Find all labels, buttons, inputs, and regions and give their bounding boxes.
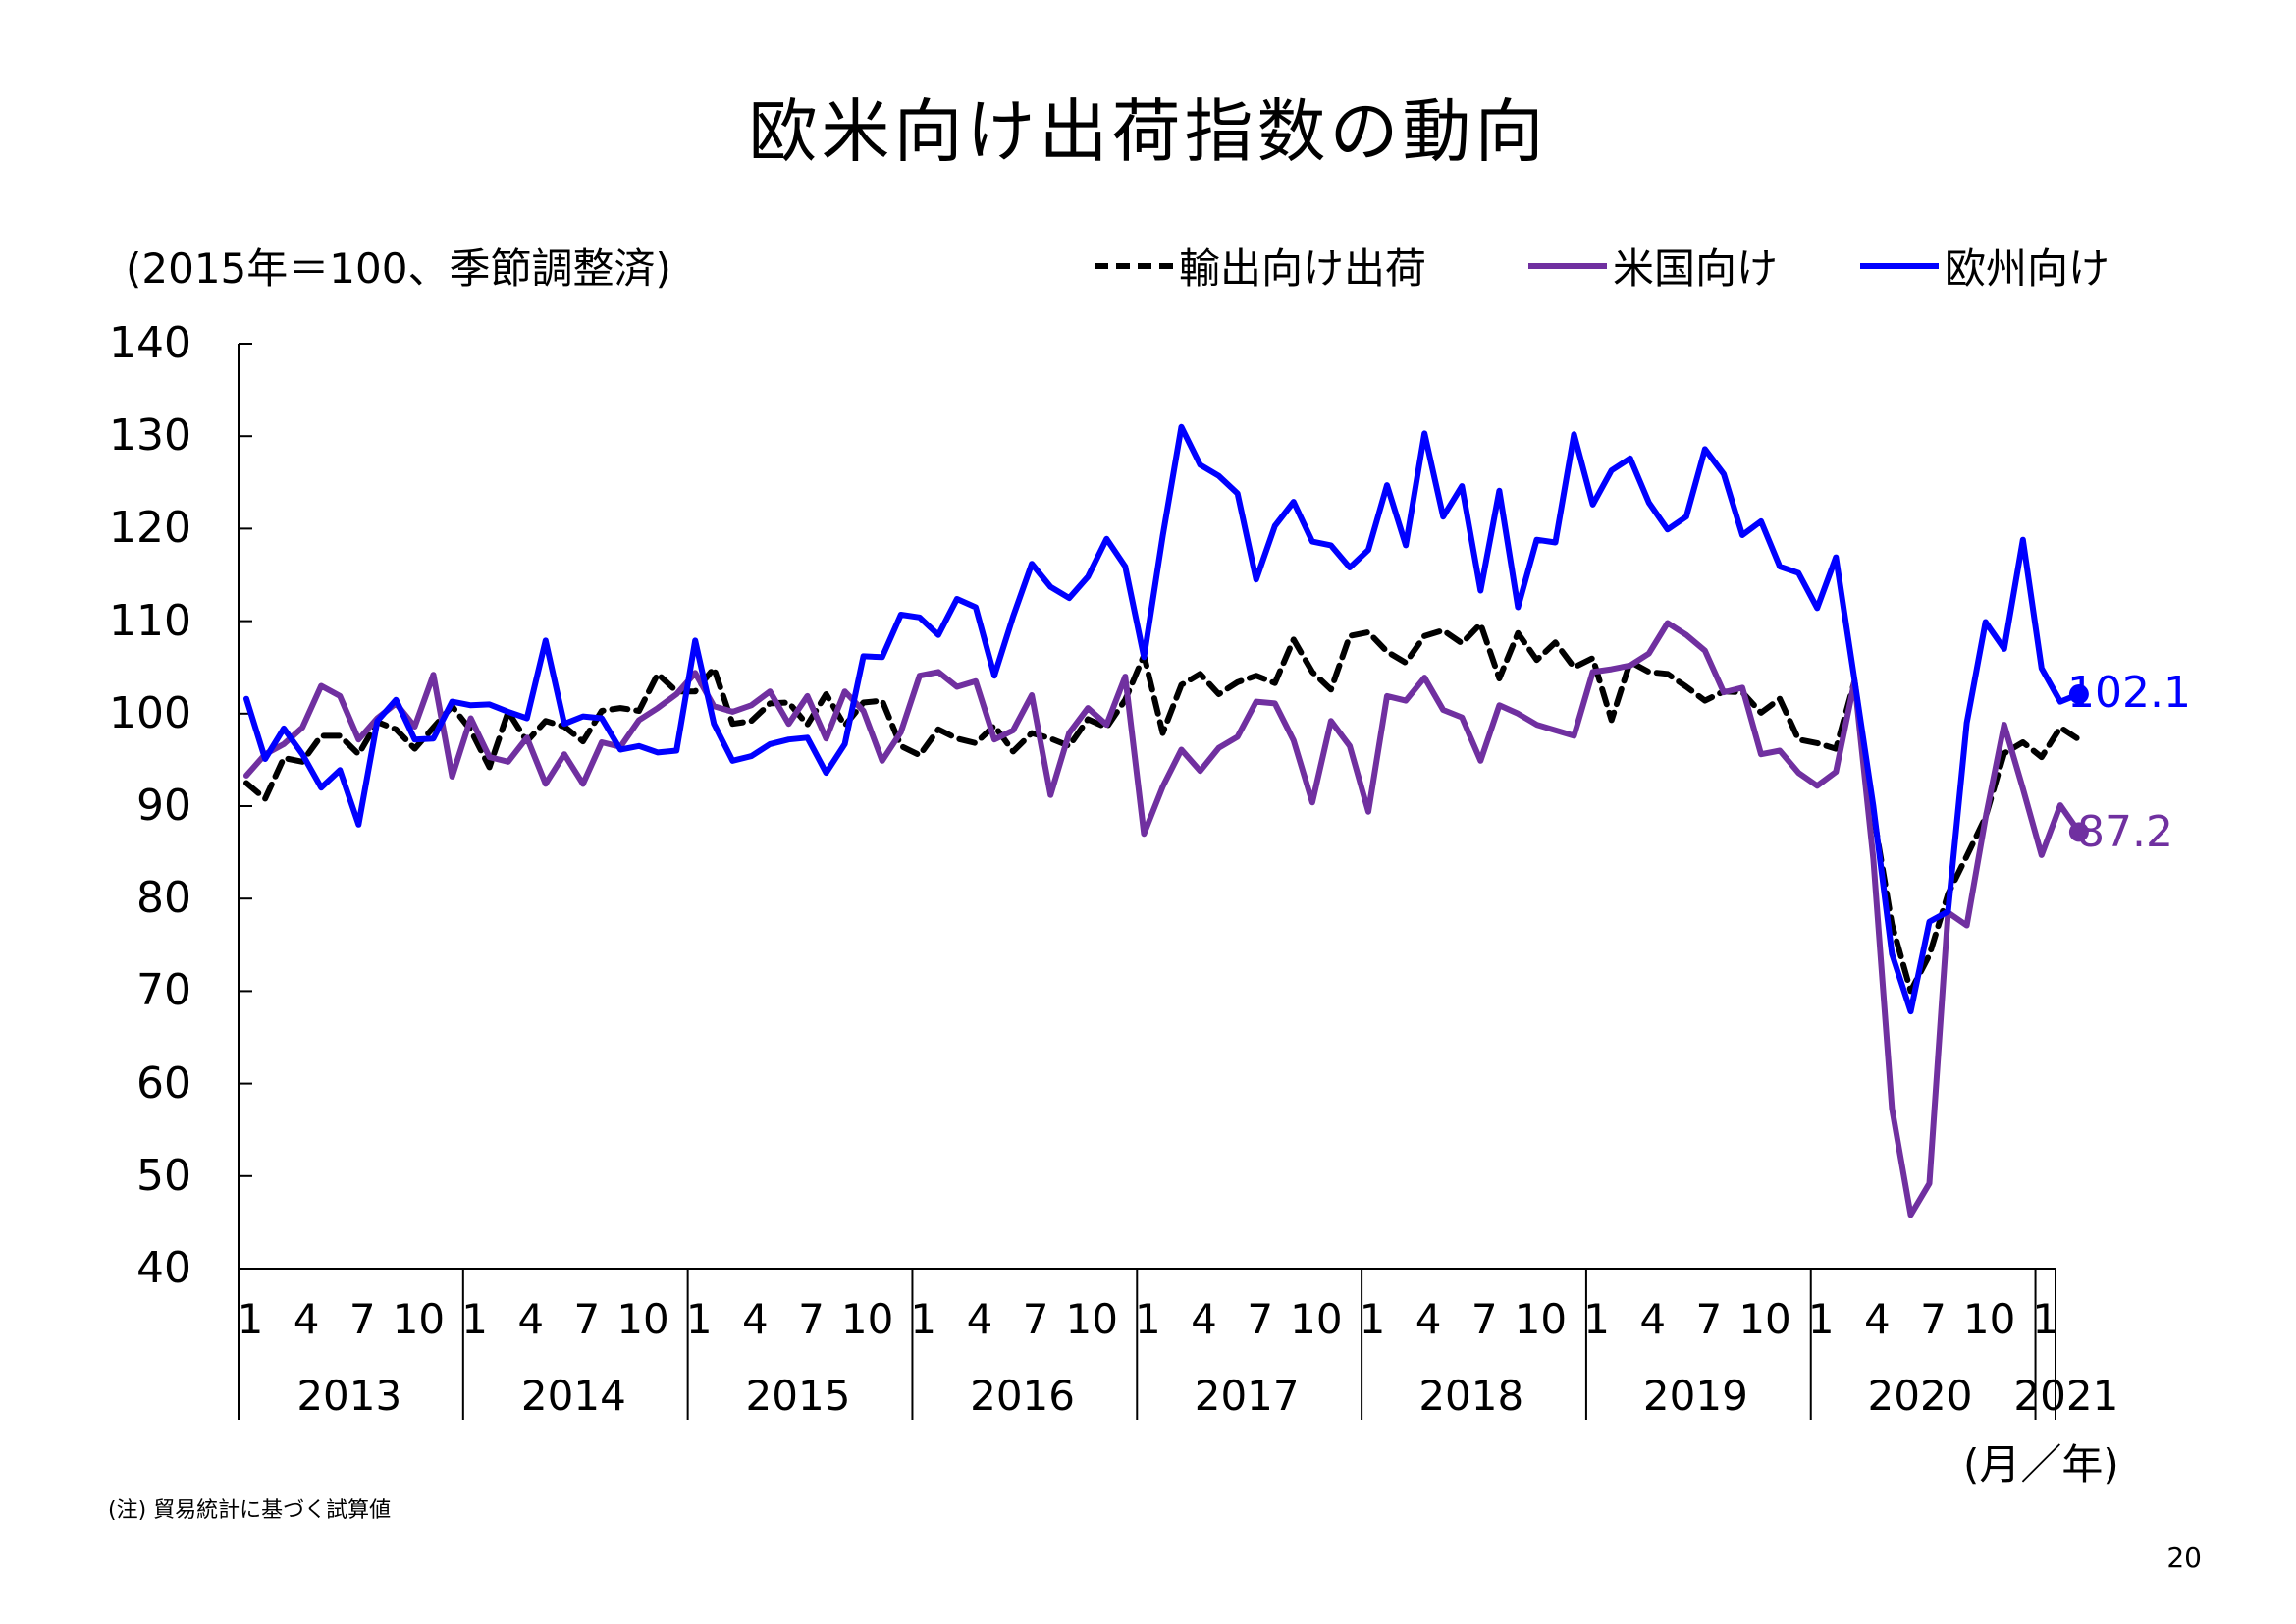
x-year-label: 2017 [1194, 1372, 1300, 1420]
y-tick-label: 90 [136, 781, 191, 831]
x-month-label: 1 [685, 1295, 713, 1343]
x-month-label: 4 [1415, 1295, 1442, 1343]
x-month-label: 4 [1863, 1295, 1891, 1343]
series-line-us [243, 620, 2082, 1218]
x-month-label: 7 [573, 1295, 601, 1343]
x-month-label: 7 [1022, 1295, 1049, 1343]
europe-latest-point [2068, 684, 2089, 705]
x-year-label: 2020 [1867, 1372, 1973, 1420]
legend-swatch-blue [1860, 262, 1939, 269]
x-month-label: 7 [1695, 1295, 1723, 1343]
x-month-label: 7 [348, 1295, 376, 1343]
x-month-label: 4 [1191, 1295, 1217, 1343]
x-year-label: 2019 [1642, 1372, 1748, 1420]
legend-label: 米国向け [1613, 244, 1779, 293]
page-number: 20 [2166, 1542, 2202, 1574]
x-month-label: 10 [840, 1295, 894, 1343]
x-month-label: 7 [1247, 1295, 1274, 1343]
legend-item-europe: 欧州向け [1860, 236, 2109, 296]
x-month-label: 1 [237, 1295, 264, 1343]
y-tick-label: 40 [136, 1243, 191, 1293]
legend-label: 輸出向け出荷 [1179, 244, 1427, 293]
series-line-europe [243, 423, 2082, 1015]
x-month-label: 10 [1962, 1295, 2016, 1343]
series-line-exports [243, 621, 2082, 995]
legend-swatch-purple [1528, 262, 1607, 269]
x-month-label: 4 [966, 1295, 993, 1343]
y-tick-label: 140 [109, 318, 191, 368]
x-month-label: 10 [1738, 1295, 1791, 1343]
x-month-label: 4 [517, 1295, 545, 1343]
legend-swatch-dashed-black [1095, 262, 1173, 269]
x-year-label: 2015 [745, 1372, 851, 1420]
y-tick-label: 110 [109, 595, 191, 646]
legend-item-us: 米国向け [1528, 236, 1778, 296]
x-axis-unit-label: (月／年) [1963, 1440, 2119, 1489]
x-month-label: 10 [392, 1295, 446, 1343]
x-month-label: 1 [2032, 1295, 2059, 1343]
x-month-label: 7 [1470, 1295, 1498, 1343]
y-tick-label: 60 [136, 1057, 191, 1109]
x-year-label: 2013 [296, 1372, 402, 1420]
x-month-label: 10 [1065, 1295, 1118, 1343]
x-month-label: 10 [616, 1295, 669, 1343]
x-month-label: 7 [1920, 1295, 1947, 1343]
page-title: 欧米向け出荷指数の動向 [748, 91, 1548, 172]
footnote: (注) 貿易統計に基づく試算値 [108, 1498, 392, 1523]
y-tick-label: 100 [109, 687, 191, 738]
x-month-label: 10 [1514, 1295, 1568, 1343]
x-month-label: 7 [798, 1295, 825, 1343]
x-year-label: 2021 [2013, 1372, 2119, 1420]
x-month-label: 1 [461, 1295, 488, 1343]
y-tick-label: 130 [109, 410, 191, 461]
y-tick-label: 120 [109, 503, 191, 554]
x-year-label: 2014 [520, 1372, 626, 1420]
us-latest-value-label: 87.2 [2077, 807, 2173, 857]
x-month-label: 1 [1807, 1295, 1835, 1343]
y-tick-label: 50 [136, 1150, 191, 1201]
y-axis-unit-label: (2015年＝100、季節調整済) [126, 244, 671, 293]
x-year-label: 2016 [970, 1372, 1076, 1420]
x-month-label: 10 [1290, 1295, 1343, 1343]
y-tick-label: 80 [136, 873, 191, 924]
x-month-label: 1 [1135, 1295, 1161, 1343]
x-month-label: 4 [293, 1295, 320, 1343]
europe-latest-value-label: 102.1 [2067, 668, 2191, 718]
x-month-label: 1 [1583, 1295, 1610, 1343]
y-tick-label: 70 [136, 965, 191, 1016]
x-month-label: 4 [1639, 1295, 1667, 1343]
x-month-label: 1 [910, 1295, 937, 1343]
x-month-label: 1 [1359, 1295, 1386, 1343]
x-year-label: 2018 [1418, 1372, 1524, 1420]
legend-label: 欧州向け [1945, 244, 2110, 293]
legend-item-exports: 輸出向け出荷 [1095, 236, 1426, 296]
x-month-label: 4 [741, 1295, 769, 1343]
us-latest-point [2068, 822, 2089, 842]
